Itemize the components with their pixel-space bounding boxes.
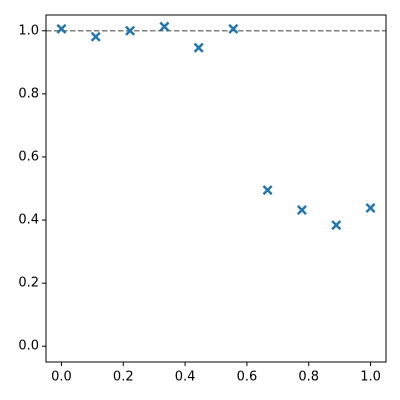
x-tick-label: 0.6	[237, 370, 258, 385]
point	[365, 203, 376, 214]
y-tick-label: 0.6	[18, 149, 39, 164]
y-tick-label: 0.8	[18, 86, 39, 101]
point	[262, 185, 273, 196]
point	[331, 220, 342, 231]
point	[125, 25, 136, 36]
point	[296, 204, 307, 215]
plot-frame	[45, 14, 387, 363]
x-tick-label: 0.8	[298, 370, 319, 385]
point	[56, 23, 67, 34]
x-tick-label: 0.2	[113, 370, 134, 385]
point	[90, 31, 101, 42]
point	[193, 42, 204, 53]
x-tick-label: 1.0	[360, 370, 381, 385]
x-tick-label: 0.0	[51, 370, 72, 385]
x-tick-label: 0.4	[175, 370, 196, 385]
y-tick-label: 1.0	[18, 23, 39, 38]
y-tick-label: 0.2	[18, 276, 39, 291]
point	[159, 21, 170, 32]
y-tick-label: 0.0	[18, 339, 39, 354]
point	[228, 23, 239, 34]
y-tick-label: 0.4	[18, 213, 39, 228]
